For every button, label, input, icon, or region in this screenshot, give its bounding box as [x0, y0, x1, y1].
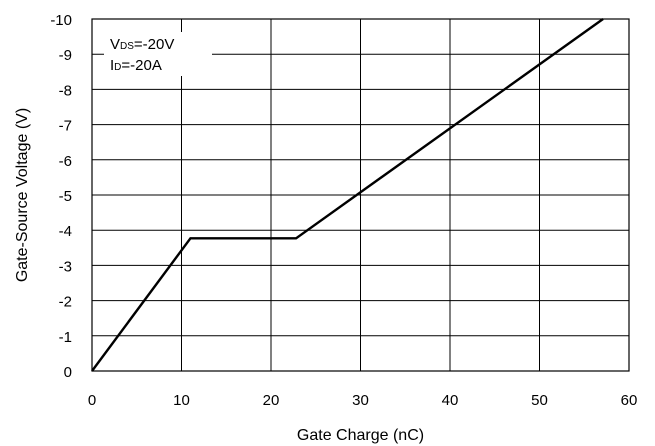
y-tick-label-7: -7 — [59, 118, 72, 135]
x-tick-label-2: 20 — [263, 392, 280, 409]
plot-frame — [91, 18, 630, 372]
y-tick-label-0: 0 — [64, 364, 72, 381]
x-tick-label-0: 0 — [88, 392, 96, 409]
x-tick-label-5: 50 — [531, 392, 548, 409]
y-tick-label-10: -10 — [50, 12, 72, 29]
y-tick-label-5: -5 — [59, 188, 72, 205]
x-tick-label-1: 10 — [173, 392, 190, 409]
annotation-vds-sub: DS — [120, 41, 134, 52]
y-tick-label-9: -9 — [59, 47, 72, 64]
annotation-id-sub: D — [114, 62, 121, 73]
y-tick-label-1: -1 — [59, 329, 72, 346]
annotation-id-value: =-20A — [121, 57, 161, 74]
y-tick-label-4: -4 — [59, 223, 72, 240]
annotation-box: VDS=-20V ID=-20A — [104, 32, 212, 76]
x-tick-label-3: 30 — [352, 392, 369, 409]
y-axis-label: Gate-Source Voltage (V) — [14, 108, 31, 282]
annotation-vds-main: V — [110, 36, 120, 53]
annotation-id: ID=-20A — [110, 57, 162, 74]
x-axis-label: Gate Charge (nC) — [297, 427, 424, 444]
y-tick-label-8: -8 — [59, 82, 72, 99]
x-tick-labels: 0 10 20 30 40 50 60 — [88, 392, 638, 409]
annotation-background — [104, 32, 212, 76]
annotation-vds-value: =-20V — [134, 36, 174, 53]
series-group — [91, 18, 604, 372]
y-tick-labels: 0 -1 -2 -3 -4 -5 -6 -7 -8 -9 -10 — [50, 12, 72, 381]
annotation-id-main: I — [110, 57, 114, 74]
y-tick-label-3: -3 — [59, 258, 72, 275]
y-tick-label-6: -6 — [59, 153, 72, 170]
x-tick-label-4: 40 — [442, 392, 459, 409]
x-tick-label-6: 60 — [621, 392, 638, 409]
annotation-vds: VDS=-20V — [110, 36, 174, 53]
series-line-0 — [91, 18, 604, 372]
y-tick-label-2: -2 — [59, 294, 72, 311]
